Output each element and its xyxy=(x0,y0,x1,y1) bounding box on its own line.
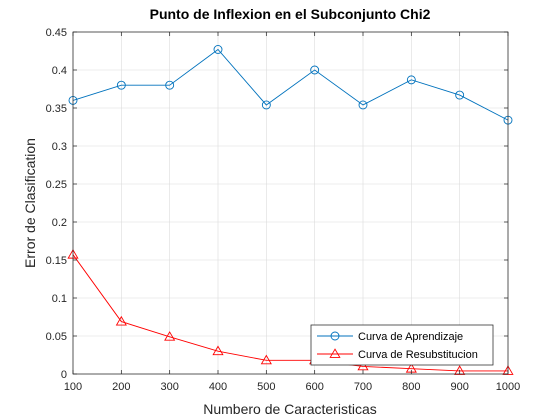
series-2-point xyxy=(212,345,224,356)
series-1-point xyxy=(455,90,465,100)
series-2-line xyxy=(72,254,508,372)
y-tick-label: 0.25 xyxy=(46,179,67,191)
series-1-point xyxy=(213,45,223,54)
series-2-point xyxy=(357,360,369,371)
chart-title: Punto de Inflexion en el Subconjunto Chi… xyxy=(150,6,431,22)
x-tick-label: 600 xyxy=(305,381,323,393)
x-tick-label: 500 xyxy=(257,381,275,393)
series-2-point xyxy=(164,331,176,341)
series-2-point xyxy=(115,315,127,326)
series-2-point xyxy=(454,365,466,375)
y-tick-label: 0.1 xyxy=(52,293,67,305)
y-tick-label: 0.4 xyxy=(52,65,67,77)
y-tick-label: 0.2 xyxy=(52,217,67,229)
x-tick-label: 100 xyxy=(64,381,82,393)
y-tick-label: 0.45 xyxy=(46,27,67,39)
series-1-line xyxy=(72,48,509,121)
series-1-point xyxy=(261,100,271,110)
x-tick-label: 200 xyxy=(112,381,130,393)
legend-box xyxy=(310,324,494,366)
series-1-point xyxy=(165,80,175,90)
y-tick-label: 0.35 xyxy=(46,103,67,115)
y-tick-label: 0.3 xyxy=(52,141,67,153)
plot-area xyxy=(73,32,508,374)
legend-label: Curva de Resubstitucion xyxy=(358,349,478,361)
x-axis-label: Numbero de Caracteristicas xyxy=(203,401,377,417)
legend-swatch-marker xyxy=(330,331,340,341)
legend-entry: Curva de Resubstitucion xyxy=(317,348,478,361)
y-tick-label: 0.05 xyxy=(46,331,67,343)
y-tick-label: 0.15 xyxy=(46,255,67,267)
legend: Curva de Aprendizaje Curva de Resubstituc… xyxy=(310,324,494,366)
series-1-point xyxy=(358,100,368,110)
axis-ticks: 100 200 300 400 500 600 700 800 900 1000 0 0.05 0.1 0… xyxy=(46,27,521,393)
x-tick-label: 1000 xyxy=(496,381,520,393)
series-1 xyxy=(68,45,513,125)
y-tick-label: 0 xyxy=(61,369,67,381)
x-tick-label: 300 xyxy=(160,381,178,393)
y-axis-label: Error de Clasification xyxy=(22,138,38,268)
series-1-point xyxy=(116,80,126,90)
plot-frame xyxy=(72,31,509,375)
x-tick-label: 400 xyxy=(209,381,227,393)
x-tick-label: 700 xyxy=(354,381,372,393)
legend-label: Curva de Aprendizaje xyxy=(358,331,463,343)
series-2-point xyxy=(502,365,514,375)
legend-entry: Curva de Aprendizaje xyxy=(317,331,463,343)
legend-swatch-marker xyxy=(329,348,341,358)
series-1-point xyxy=(406,75,416,85)
series-1-point xyxy=(310,65,320,75)
x-tick-label: 800 xyxy=(402,381,420,393)
series-2-point xyxy=(260,354,272,365)
x-tick-label: 900 xyxy=(450,381,468,393)
